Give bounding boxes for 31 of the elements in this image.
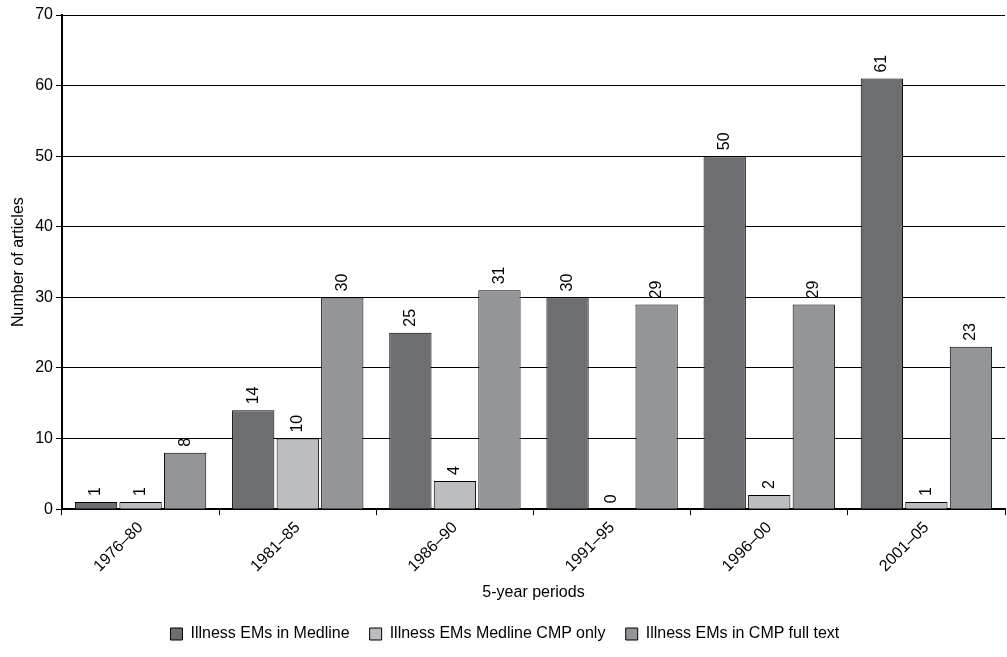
data-label: 10 <box>288 414 306 433</box>
y-tick-label: 0 <box>44 499 54 517</box>
y-tick-label: 70 <box>35 5 54 23</box>
data-label: 1 <box>130 487 148 497</box>
data-label: 1 <box>916 487 934 497</box>
y-tick-label: 40 <box>35 217 54 235</box>
data-label: 8 <box>175 437 193 447</box>
x-axis-title: 5-year periods <box>482 582 585 600</box>
data-label: 2 <box>759 480 777 490</box>
y-tick-label: 30 <box>35 287 54 305</box>
data-label: 25 <box>400 308 418 327</box>
data-label: 29 <box>647 280 665 299</box>
data-label: 30 <box>332 273 350 292</box>
y-axis-title: Number of articles <box>9 197 27 327</box>
data-label: 29 <box>804 280 822 299</box>
legend-label: Illness EMs Medline CMP only <box>389 624 606 642</box>
data-label: 4 <box>445 465 463 475</box>
y-tick-label: 20 <box>35 358 54 376</box>
y-tick-label: 10 <box>35 428 54 446</box>
data-label: 30 <box>557 273 575 292</box>
data-label: 0 <box>602 494 620 504</box>
y-tick-label: 50 <box>35 146 54 164</box>
legend-label: Illness EMs in CMP full text <box>645 624 840 642</box>
data-label: 50 <box>715 132 733 151</box>
data-label: 14 <box>243 386 261 405</box>
legend-label: Illness EMs in Medline <box>190 624 350 642</box>
data-label: 1 <box>86 487 104 497</box>
data-label: 61 <box>872 54 890 73</box>
data-label: 31 <box>489 266 507 285</box>
data-label: 23 <box>961 322 979 341</box>
y-tick-label: 60 <box>35 76 54 93</box>
